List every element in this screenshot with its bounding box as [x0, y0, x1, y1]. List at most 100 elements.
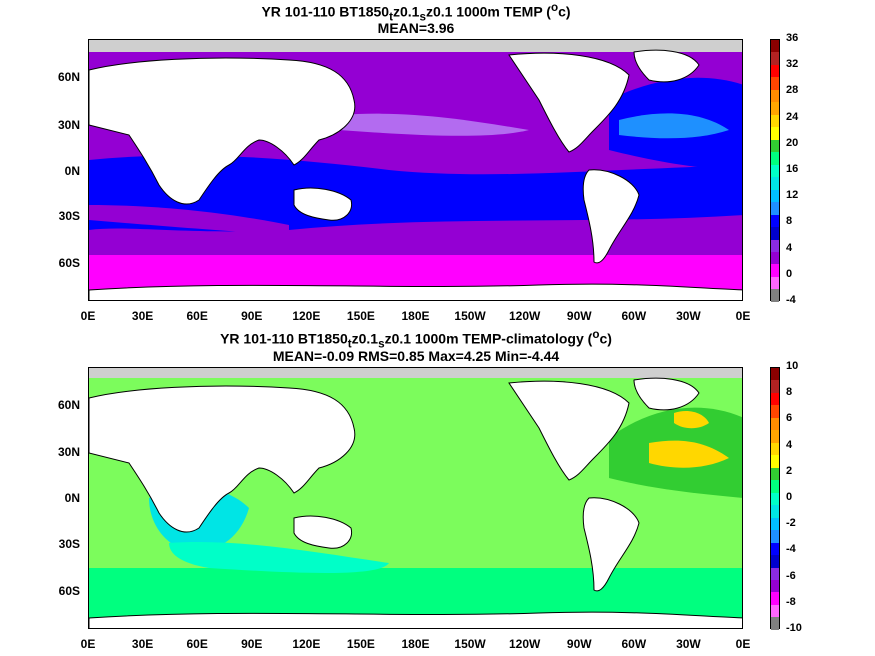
panel2-lat-30n: 30N — [57, 445, 80, 459]
colorbar-swatch — [771, 214, 779, 228]
colorbar-swatch — [771, 517, 779, 531]
colorbar-label: 8 — [786, 215, 793, 228]
colorbar-label: 32 — [786, 58, 799, 71]
colorbar-swatch — [771, 492, 779, 506]
colorbar-swatch — [771, 604, 779, 618]
colorbar-swatch — [771, 617, 779, 630]
colorbar-label: -6 — [786, 569, 796, 582]
colorbar-swatch — [771, 467, 779, 481]
colorbar-swatch — [771, 417, 779, 431]
colorbar-swatch — [771, 127, 779, 140]
colorbar-swatch — [771, 89, 779, 103]
colorbar-label: 10 — [786, 360, 799, 372]
panel2-colorbar — [770, 367, 780, 630]
colorbar-swatch — [771, 480, 779, 493]
colorbar-swatch — [771, 40, 779, 53]
colorbar-swatch — [771, 392, 779, 406]
panel2-lat-60s: 60S — [58, 584, 80, 598]
colorbar-swatch — [771, 152, 779, 165]
panel2-lat-30s: 30S — [58, 537, 80, 551]
panel2-lat-60n: 60N — [57, 398, 80, 412]
lon-tick-label: 90E — [241, 637, 263, 651]
colorbar-label: -8 — [786, 595, 796, 608]
colorbar-swatch — [771, 276, 779, 290]
lon-tick-label: 60E — [186, 309, 208, 323]
colorbar-swatch — [771, 405, 779, 418]
colorbar-label: -4 — [786, 294, 796, 306]
colorbar-label: 36 — [786, 32, 799, 44]
colorbar-label: 20 — [786, 136, 799, 149]
lon-tick-label: 90E — [241, 309, 263, 323]
lon-tick-label: 0E — [80, 637, 96, 651]
lon-tick-label: 60W — [621, 309, 647, 323]
panel2-title: YR 101-110 BT1850tz0.1sz0.1 1000m TEMP-c… — [220, 328, 612, 351]
lon-tick-label: 150W — [454, 637, 486, 651]
colorbar-swatch — [771, 567, 779, 580]
colorbar-swatch — [771, 542, 779, 556]
lon-tick-label: 60W — [621, 637, 647, 651]
colorbar-swatch — [771, 64, 779, 78]
colorbar-label: 0 — [786, 267, 793, 280]
lon-tick-label: 0E — [735, 637, 751, 651]
colorbar-label: -4 — [786, 543, 796, 556]
colorbar-swatch — [771, 189, 779, 203]
panel1-map — [88, 39, 743, 301]
colorbar-swatch — [771, 239, 779, 252]
lon-tick-label: 180E — [401, 309, 430, 323]
panel1-title: YR 101-110 BT1850tz0.1sz0.1 1000m TEMP (… — [261, 1, 571, 24]
colorbar-swatch — [771, 442, 779, 456]
colorbar-label: 24 — [786, 110, 799, 123]
colorbar-label: 4 — [786, 241, 793, 254]
colorbar-swatch — [771, 530, 779, 543]
panel1-lat-60n: 60N — [57, 70, 80, 84]
colorbar-label: 8 — [786, 386, 793, 399]
lon-tick-label: 150W — [454, 309, 486, 323]
panel2-map — [88, 367, 743, 629]
colorbar-swatch — [771, 579, 779, 593]
lon-tick-label: 0E — [80, 309, 96, 323]
lon-tick-label: 120W — [508, 637, 541, 651]
colorbar-swatch — [771, 102, 779, 115]
colorbar-swatch — [771, 368, 779, 381]
panel1-lat-0n: 0N — [64, 164, 80, 178]
lon-tick-label: 90W — [566, 637, 592, 651]
colorbar-label: 0 — [786, 491, 793, 503]
colorbar-swatch — [771, 52, 779, 65]
colorbar-label: 4 — [786, 438, 793, 451]
panel1-lat-30n: 30N — [57, 118, 80, 132]
colorbar-label: -10 — [786, 622, 802, 634]
colorbar-swatch — [771, 455, 779, 468]
colorbar-swatch — [771, 289, 779, 302]
colorbar-swatch — [771, 164, 779, 178]
lon-tick-label: 30E — [131, 309, 154, 323]
colorbar-swatch — [771, 592, 779, 605]
colorbar-swatch — [771, 251, 779, 265]
colorbar-swatch — [771, 114, 779, 128]
lon-tick-label: 60E — [186, 637, 208, 651]
lon-tick-label: 180E — [401, 637, 430, 651]
colorbar-swatch — [771, 77, 779, 90]
lon-tick-label: 30E — [131, 637, 154, 651]
colorbar-label: 28 — [786, 84, 799, 97]
lon-tick-label: 30W — [676, 309, 701, 323]
lon-tick-label: 30W — [676, 637, 701, 651]
colorbar-swatch — [771, 505, 779, 518]
colorbar-swatch — [771, 264, 779, 277]
panel1-lat-60s: 60S — [58, 256, 80, 270]
panel1-lat-30s: 30S — [58, 209, 80, 223]
panel1-stats: MEAN=3.96 — [377, 20, 455, 36]
lon-tick-label: 120E — [292, 637, 321, 651]
colorbar-label: 6 — [786, 412, 793, 425]
panel2-lat-0n: 0N — [64, 491, 80, 505]
colorbar-label: 12 — [786, 189, 799, 202]
colorbar-swatch — [771, 139, 779, 153]
lon-tick-label: 90W — [566, 309, 592, 323]
colorbar-swatch — [771, 380, 779, 393]
lon-tick-label: 0E — [735, 309, 751, 323]
colorbar-label: 16 — [786, 163, 799, 175]
panel2-stats: MEAN=-0.09 RMS=0.85 Max=4.25 Min=-4.44 — [272, 348, 560, 364]
lon-tick-label: 120E — [292, 309, 321, 323]
colorbar-swatch — [771, 227, 779, 240]
colorbar-swatch — [771, 202, 779, 215]
lon-tick-label: 150E — [346, 637, 375, 651]
